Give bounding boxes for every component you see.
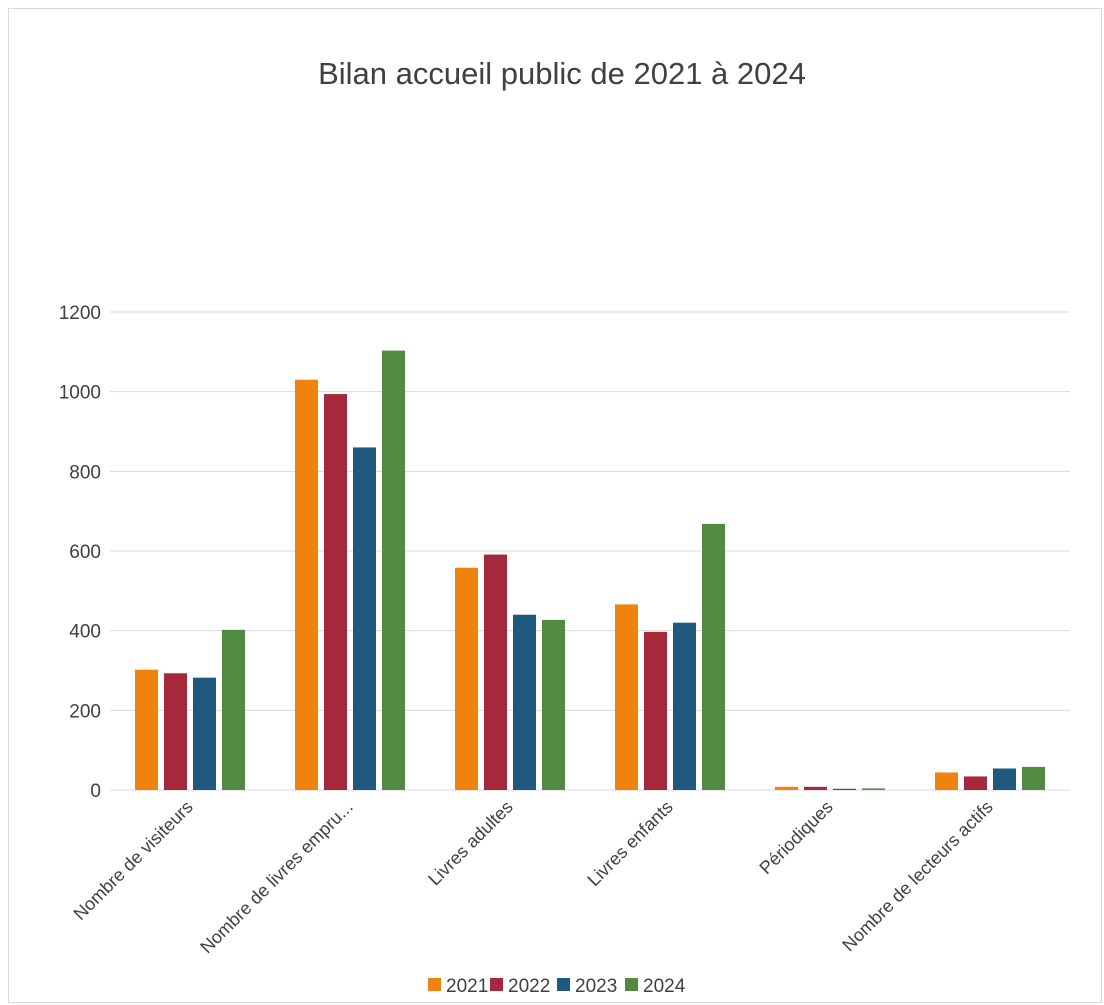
bar-2022-2: [324, 394, 347, 790]
gridlines: [110, 311, 1070, 791]
y-axis-ticks: 0 200 400 600 800 1000 1200: [59, 303, 101, 802]
legend-swatch-2022: [490, 978, 503, 991]
bar-2023-4: [673, 622, 696, 790]
bar-2021-5: [775, 786, 798, 790]
legend-swatch-2023: [557, 978, 570, 991]
bar-2021-4: [615, 604, 638, 790]
bar-2024-4: [702, 523, 725, 790]
chart-frame: [8, 8, 1102, 1003]
bar-2022-4: [644, 631, 667, 790]
legend-label-2023: 2023: [575, 976, 617, 997]
bar-2023-1: [193, 677, 216, 790]
legend-swatch-2024: [625, 978, 638, 991]
y-tick-label: 600: [69, 542, 101, 563]
x-category-label: Nombre de lecteurs actifs: [838, 797, 996, 955]
x-category-label: Nombre de visiteurs: [70, 797, 197, 924]
bar-2021-2: [295, 379, 318, 790]
bar-2022-5: [804, 786, 827, 790]
y-tick-label: 400: [69, 622, 101, 643]
bar-2024-1: [222, 629, 245, 790]
bar-2022-3: [484, 554, 507, 790]
chart-title: Bilan accueil public de 2021 à 2024: [318, 56, 806, 91]
y-tick-label: 1000: [59, 383, 101, 404]
legend-label-2021: 2021: [446, 976, 488, 997]
y-tick-label: 200: [69, 701, 101, 722]
bar-2024-5: [862, 788, 885, 790]
bar-2021-6: [935, 772, 958, 790]
bar-2024-3: [542, 619, 565, 790]
bar-2024-6: [1022, 766, 1045, 790]
y-tick-label: 0: [90, 781, 101, 802]
bar-2022-1: [164, 673, 187, 790]
legend-label-2024: 2024: [643, 976, 686, 997]
y-tick-label: 800: [69, 462, 101, 483]
y-tick-label: 1200: [59, 303, 101, 324]
x-category-label: Nombre de livres empru...: [196, 797, 357, 958]
x-category-label: Périodiques: [755, 797, 836, 878]
bar-2024-2: [382, 350, 405, 790]
legend-label-2022: 2022: [508, 976, 550, 997]
bar-2023-2: [353, 447, 376, 790]
x-category-label: Livres enfants: [583, 797, 676, 890]
bars: [135, 350, 1045, 790]
bar-2022-6: [964, 776, 987, 790]
bar-2021-3: [455, 567, 478, 790]
bar-2023-3: [513, 614, 536, 790]
bar-2023-6: [993, 768, 1016, 790]
x-axis-labels: Nombre de visiteurs Nombre de livres empr…: [70, 797, 997, 958]
bar-2021-1: [135, 669, 158, 790]
x-category-label: Livres adultes: [424, 797, 517, 890]
legend: 2021 2022 2023 2024: [428, 976, 686, 997]
legend-swatch-2021: [428, 978, 441, 991]
bar-2023-5: [833, 788, 856, 790]
